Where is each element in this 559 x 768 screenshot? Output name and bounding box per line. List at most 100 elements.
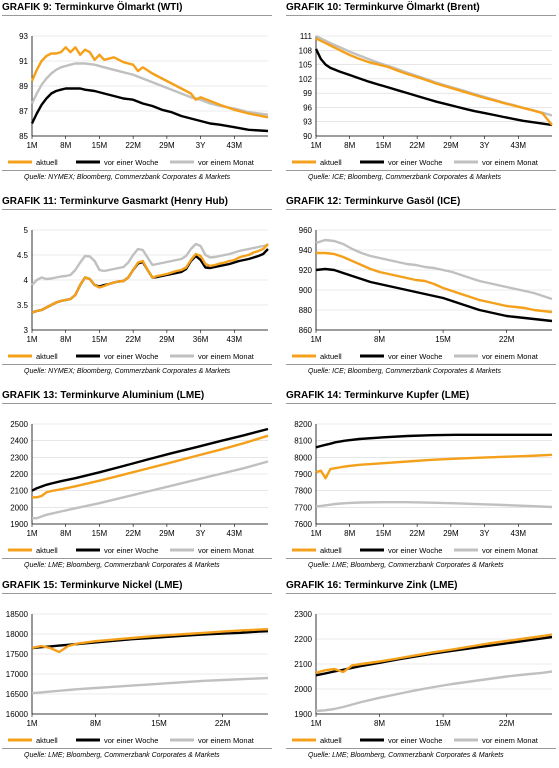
series-line-vor-einem-Monat (315, 670, 553, 713)
x-tick-label: 43M (227, 141, 243, 150)
x-tick-label: 29M (443, 529, 459, 538)
source-note: Quelle: ICE; Bloomberg, Commerzbank Corp… (308, 368, 501, 375)
x-tick-label: 15M (92, 529, 108, 538)
legend-label: aktuell (320, 546, 342, 555)
chart-title: GRAFIK 12: Terminkurve Gasöl (ICE) (286, 196, 461, 207)
source-rule (286, 748, 556, 749)
title-rule (286, 403, 556, 404)
y-tick-label: 111 (300, 32, 313, 41)
y-tick-label: 105 (299, 61, 313, 70)
legend-label: vor einem Monat (482, 736, 539, 745)
x-tick-label: 15M (435, 719, 451, 728)
x-tick-label: 22M (125, 335, 141, 344)
x-tick-label: 1M (26, 719, 37, 728)
x-tick-label: 8M (344, 529, 355, 538)
y-tick-label: 90 (303, 132, 312, 141)
legend-label: aktuell (36, 158, 58, 167)
y-tick-label: 87 (19, 107, 28, 116)
title-rule (286, 15, 556, 16)
y-tick-label: 880 (299, 306, 313, 315)
series-line-vor-einem-Monat (32, 460, 269, 520)
x-tick-label: 29M (443, 141, 459, 150)
series-line-aktuell (315, 37, 553, 126)
y-tick-label: 108 (299, 46, 313, 55)
x-tick-label: 22M (215, 719, 231, 728)
y-tick-label: 960 (299, 226, 313, 235)
title-rule (286, 593, 556, 594)
x-tick-label: 15M (376, 529, 392, 538)
legend-label: vor einem Monat (198, 158, 255, 167)
legend-label: aktuell (36, 352, 58, 361)
chart-panel-9: GRAFIK 9: Terminkurve Ölmarkt (WTI) 85 87 8… (2, 2, 274, 190)
source-rule (286, 170, 556, 171)
source-note: Quelle: LME; Bloomberg, Commerzbank Corp… (308, 562, 504, 569)
x-tick-label: 3Y (480, 529, 490, 538)
x-tick-label: 1M (310, 719, 321, 728)
legend-label: vor einem Monat (482, 546, 539, 555)
source-rule (2, 748, 272, 749)
x-tick-label: 8M (374, 719, 385, 728)
x-tick-label: 8M (60, 141, 71, 150)
legend-label: aktuell (36, 736, 58, 745)
y-tick-label: 8100 (294, 437, 312, 446)
y-tick-label: 93 (19, 32, 28, 41)
title-rule (2, 209, 272, 210)
y-tick-label: 99 (303, 89, 312, 98)
y-tick-label: 8000 (294, 453, 312, 462)
title-rule (2, 15, 272, 16)
x-tick-label: 22M (499, 719, 515, 728)
x-tick-label: 22M (499, 335, 515, 344)
source-rule (286, 364, 556, 365)
legend-label: vor einer Woche (388, 736, 442, 745)
y-tick-label: 96 (303, 103, 312, 112)
line-chart: 1900 2000 2100 2200 2300 1M 8M 15M 22M aktuell vor… (292, 610, 553, 745)
y-tick-label: 18500 (6, 610, 29, 619)
source-note: Quelle: ICE; Bloomberg, Commerzbank Corp… (308, 174, 501, 181)
legend-label: vor einer Woche (104, 546, 158, 555)
source-note: Quelle: NYMEX; Bloomberg, Commerzbank Co… (24, 368, 231, 375)
chart-title: GRAFIK 15: Terminkurve Nickel (LME) (2, 580, 183, 591)
y-tick-label: 7800 (294, 487, 312, 496)
y-tick-label: 3.5 (17, 301, 29, 310)
series-line-vor-einer-Woche (314, 48, 553, 127)
x-tick-label: 3Y (196, 529, 206, 538)
source-note: Quelle: NYMEX; Bloomberg, Commerzbank Co… (24, 174, 231, 181)
x-tick-label: 29M (159, 335, 175, 344)
chart-panel-13: GRAFIK 13: Terminkurve Aluminium (LME) 19… (2, 390, 274, 578)
chart-panel-10: GRAFIK 10: Terminkurve Ölmarkt (Brent) 90… (286, 2, 558, 190)
y-tick-label: 860 (299, 326, 313, 335)
y-tick-label: 2200 (10, 470, 28, 479)
x-tick-label: 1M (26, 335, 37, 344)
legend-label: vor einem Monat (482, 352, 539, 361)
y-tick-label: 18000 (6, 630, 29, 639)
series-line-aktuell (315, 453, 553, 480)
series-line-vor-einem-Monat (30, 62, 269, 116)
x-tick-label: 15M (92, 141, 108, 150)
chart-title: GRAFIK 11: Terminkurve Gasmarkt (Henry H… (2, 196, 228, 207)
y-tick-label: 7600 (294, 520, 312, 529)
y-tick-label: 93 (303, 118, 312, 127)
y-tick-label: 920 (299, 266, 313, 275)
legend-label: vor einer Woche (388, 158, 442, 167)
source-rule (2, 170, 272, 171)
series-line-aktuell (31, 628, 269, 654)
legend-label: vor einer Woche (104, 352, 158, 361)
x-tick-label: 3Y (196, 141, 206, 150)
y-tick-label: 8200 (294, 420, 312, 429)
series-line-vor-einer-Woche (31, 248, 269, 314)
series-line-vor-einer-Woche (315, 635, 553, 677)
x-tick-label: 8M (90, 719, 101, 728)
y-tick-label: 2100 (10, 487, 28, 496)
y-tick-label: 4.5 (17, 251, 29, 260)
series-line-vor-einer-Woche (315, 267, 553, 323)
series-line-aktuell (30, 46, 269, 119)
legend-label: vor einer Woche (388, 352, 442, 361)
x-tick-label: 43M (227, 529, 243, 538)
legend-label: vor einer Woche (104, 158, 158, 167)
legend-label: vor einem Monat (482, 158, 539, 167)
y-tick-label: 7900 (294, 470, 312, 479)
chart-panel-12: GRAFIK 12: Terminkurve Gasöl (ICE) 860 880… (286, 196, 558, 384)
y-tick-label: 17500 (6, 650, 29, 659)
x-tick-label: 8M (344, 141, 355, 150)
y-tick-label: 85 (19, 132, 28, 141)
